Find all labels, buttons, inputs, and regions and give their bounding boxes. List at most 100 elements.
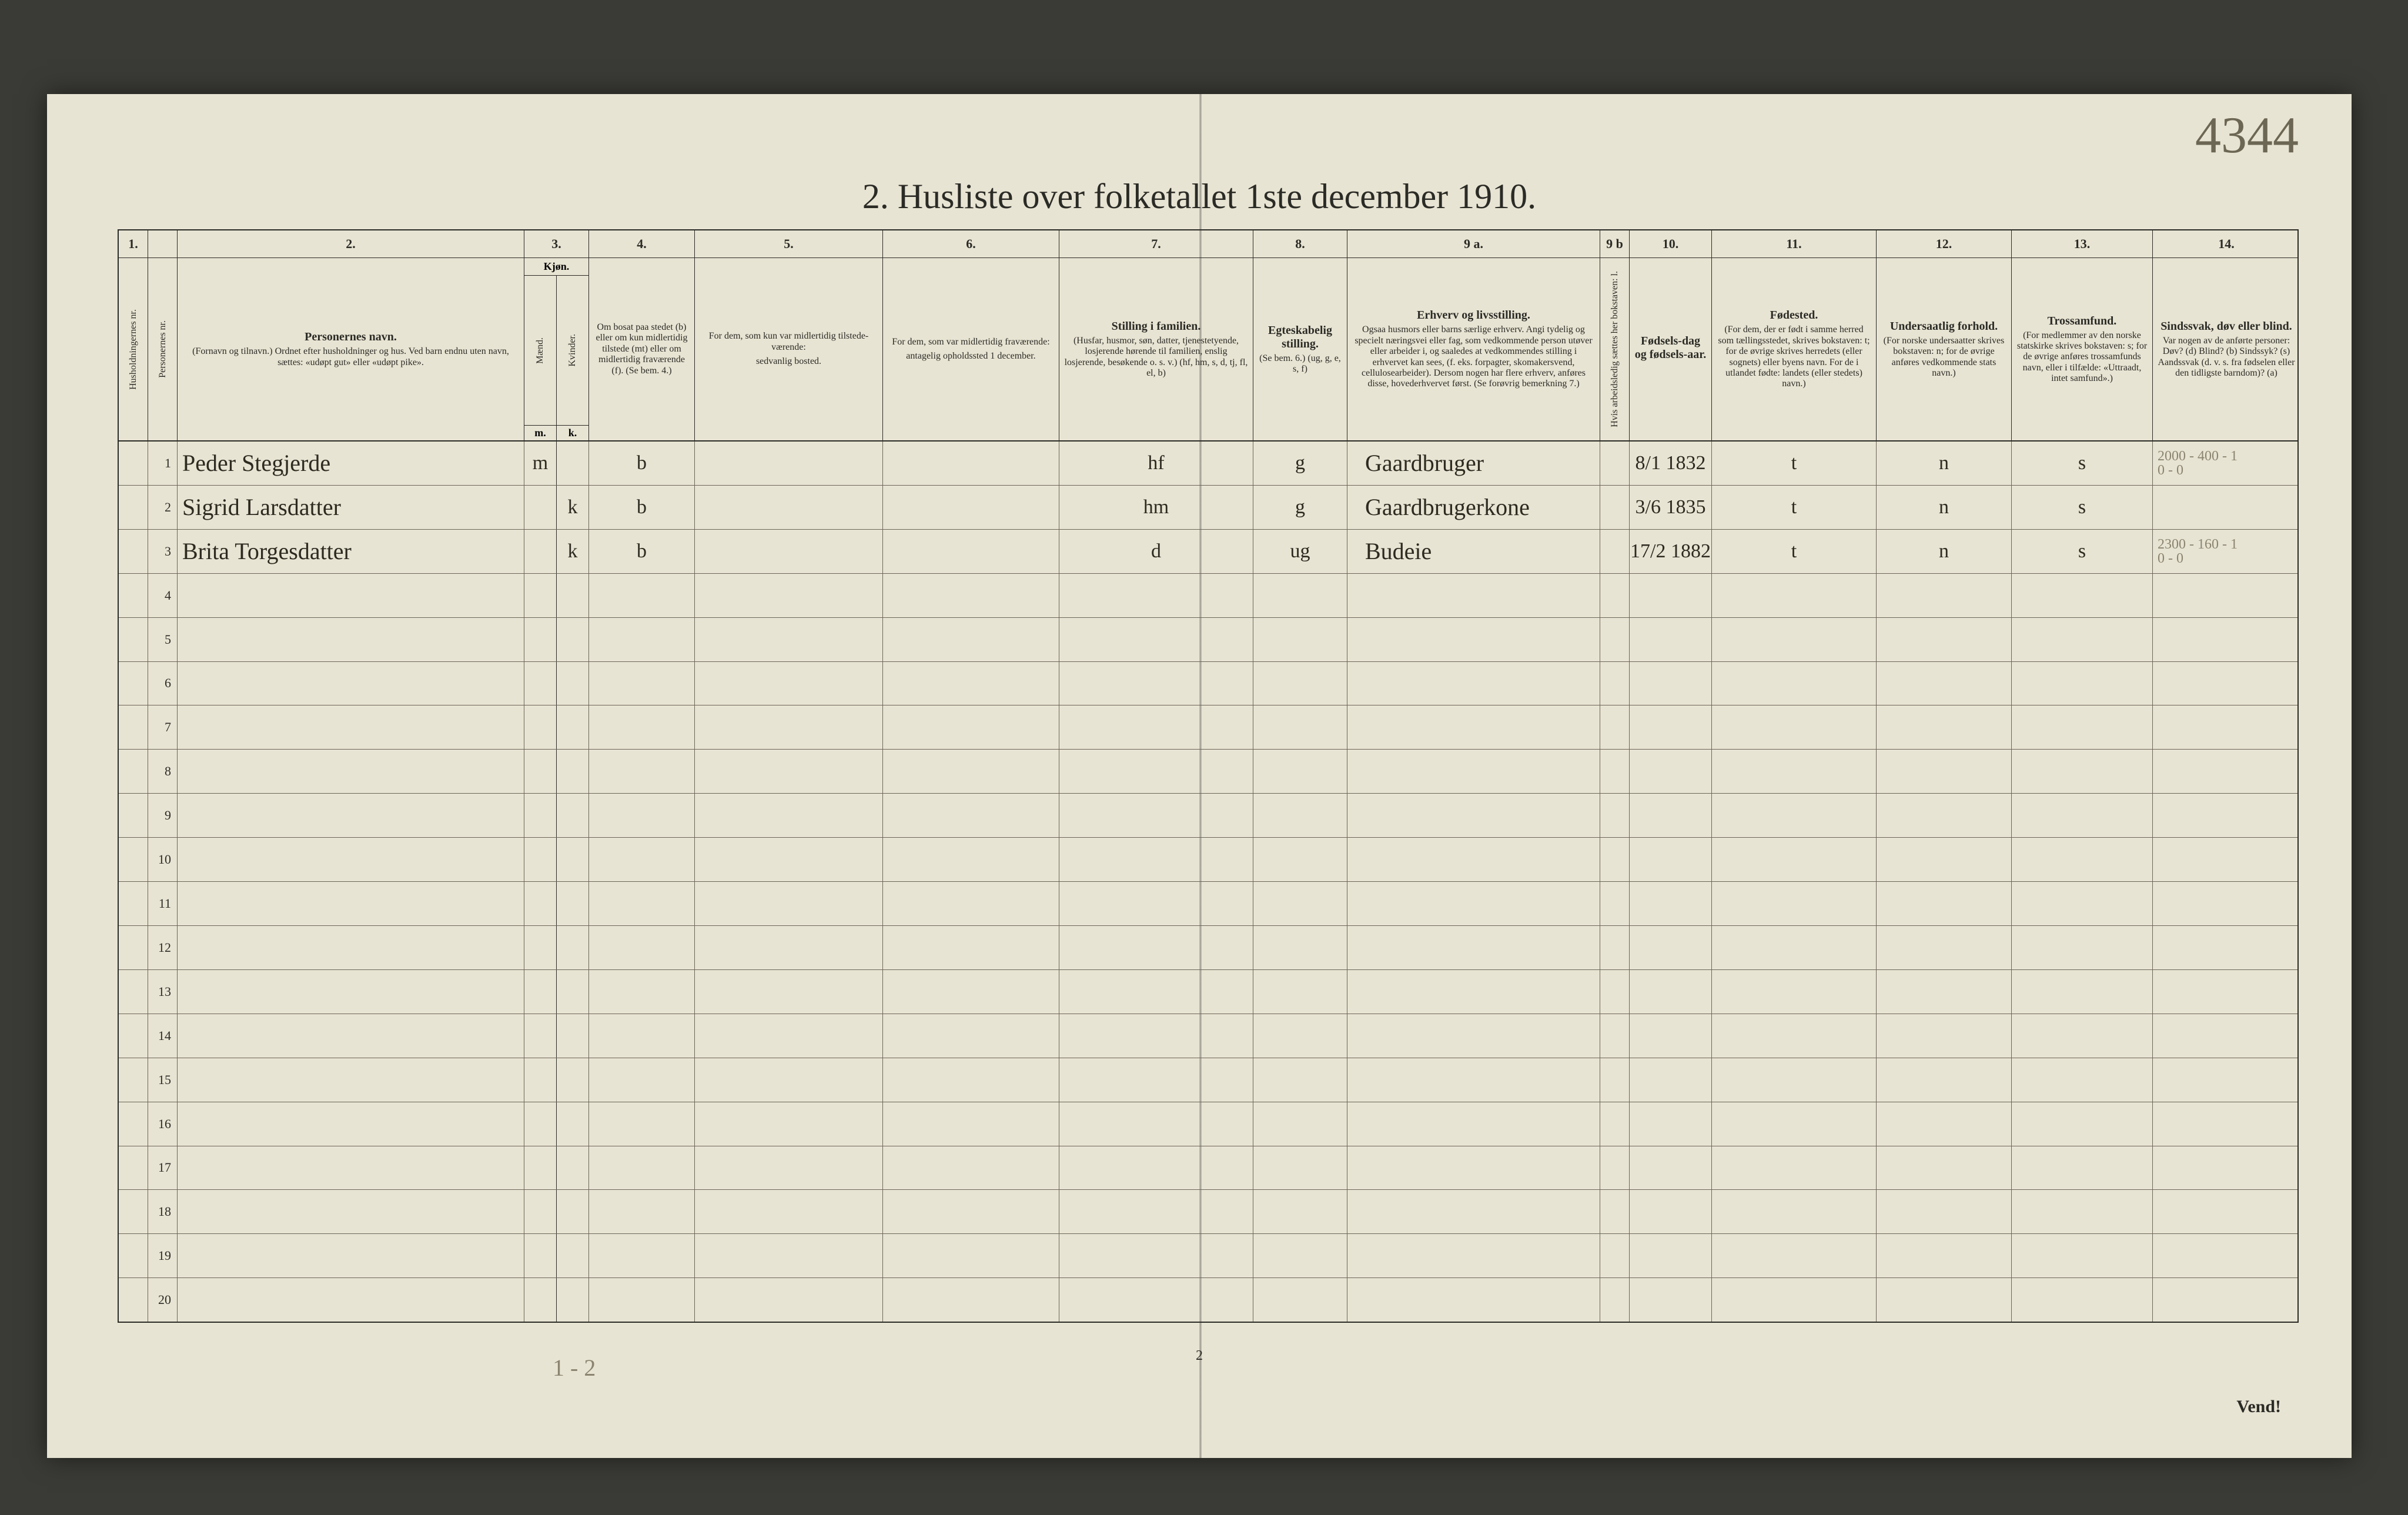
handwritten-value: g — [1295, 496, 1305, 519]
table-cell — [2153, 882, 2300, 925]
column-number: 9 b — [1600, 230, 1630, 257]
census-form-paper: 4344 2. Husliste over folketallet 1ste d… — [47, 94, 2352, 1458]
table-cell — [695, 618, 883, 661]
table-cell — [2153, 705, 2300, 749]
table-cell — [1059, 926, 1253, 969]
table-cell — [2012, 1102, 2153, 1146]
table-cell — [1059, 1234, 1253, 1277]
table-cell — [1630, 1190, 1712, 1233]
table-row: 6 — [119, 662, 2297, 706]
header-subtext: (For dem, der er født i samme herred som… — [1717, 325, 1871, 389]
table-cell — [883, 1190, 1059, 1233]
table-cell — [1347, 705, 1600, 749]
table-cell — [178, 794, 524, 837]
table-cell — [1059, 838, 1253, 881]
table-cell — [119, 662, 148, 705]
table-cell — [1600, 530, 1630, 573]
table-cell — [1347, 1146, 1600, 1190]
table-cell: t — [1712, 486, 1877, 529]
column-number: 6. — [883, 230, 1059, 257]
table-cell — [524, 1058, 589, 1102]
table-cell — [695, 926, 883, 969]
table-cell — [883, 750, 1059, 793]
table-row: 12 — [119, 926, 2297, 970]
table-cell — [119, 705, 148, 749]
document-title: 2. Husliste over folketallet 1ste decemb… — [47, 176, 2352, 217]
table-cell — [119, 442, 148, 485]
table-cell — [524, 1190, 589, 1233]
column-number: 10. — [1630, 230, 1712, 257]
table-cell — [1877, 1146, 2012, 1190]
table-cell — [1347, 970, 1600, 1014]
table-cell — [589, 926, 695, 969]
table-row: 4 — [119, 574, 2297, 618]
table-cell: k — [524, 486, 589, 529]
table-cell — [119, 794, 148, 837]
handwritten-value: s — [2078, 540, 2086, 563]
table-cell — [1600, 662, 1630, 705]
table-cell: 10 — [148, 838, 178, 881]
table-cell — [178, 1102, 524, 1146]
table-cell — [1600, 838, 1630, 881]
handwritten-value: n — [1939, 452, 1949, 474]
column-number: 1. — [119, 230, 148, 257]
table-cell — [178, 662, 524, 705]
table-cell — [1630, 970, 1712, 1014]
table-cell — [1712, 1190, 1877, 1233]
table-cell — [1630, 662, 1712, 705]
table-cell: 17 — [148, 1146, 178, 1190]
table-cell — [1630, 1278, 1712, 1322]
handwritten-value: 8/1 1832 — [1636, 452, 1706, 474]
table-cell — [1600, 705, 1630, 749]
column-number-row: 1.2.3.4.5.6.7.8.9 a.9 b10.11.12.13.14. — [119, 230, 2297, 258]
table-cell — [1630, 1014, 1712, 1058]
table-cell — [695, 838, 883, 881]
table-cell — [1253, 705, 1347, 749]
handwritten-value: t — [1791, 540, 1797, 563]
table-cell: k — [524, 530, 589, 573]
table-cell: n — [1877, 530, 2012, 573]
table-cell: 15 — [148, 1058, 178, 1102]
top-right-annotation: 4344 — [2195, 106, 2299, 165]
table-cell — [883, 662, 1059, 705]
table-cell: 5 — [148, 618, 178, 661]
table-cell — [2153, 794, 2300, 837]
table-cell: 17/2 1882 — [1630, 530, 1712, 573]
table-cell — [524, 1014, 589, 1058]
table-cell — [1059, 1014, 1253, 1058]
table-cell — [2153, 1014, 2300, 1058]
table-cell — [883, 970, 1059, 1014]
table-cell — [1059, 750, 1253, 793]
table-cell — [119, 838, 148, 881]
table-cell — [2153, 1146, 2300, 1190]
table-cell — [695, 574, 883, 617]
table-cell — [524, 882, 589, 925]
table-cell: Brita Torgesdatter — [178, 530, 524, 573]
table-cell — [1253, 1278, 1347, 1322]
column-header: Kjøn.Mænd.Kvinder.m.k. — [524, 258, 589, 440]
table-cell — [178, 1014, 524, 1058]
table-cell — [2012, 750, 2153, 793]
handwritten-value: Gaardbrugerkone — [1365, 493, 1530, 521]
handwritten-value: 17/2 1882 — [1630, 540, 1711, 563]
column-number: 14. — [2153, 230, 2300, 257]
table-cell — [883, 882, 1059, 925]
table-cell — [178, 705, 524, 749]
table-cell — [695, 1058, 883, 1102]
table-cell — [524, 750, 589, 793]
table-cell — [119, 1190, 148, 1233]
pencil-annotation: 2300 - 160 - 1 0 - 0 — [2158, 537, 2238, 566]
table-cell — [1877, 1102, 2012, 1146]
table-cell — [1630, 705, 1712, 749]
table-cell: 1 — [148, 442, 178, 485]
column-header: Personernes nr. — [148, 258, 178, 440]
table-cell — [2012, 705, 2153, 749]
table-cell — [883, 530, 1059, 573]
header-title: Fødested. — [1770, 309, 1818, 322]
table-cell — [524, 970, 589, 1014]
table-cell — [589, 794, 695, 837]
table-cell — [1877, 705, 2012, 749]
table-cell — [1877, 618, 2012, 661]
table-body: 1Peder StegjerdembhfgGaardbruger8/1 1832… — [119, 442, 2297, 1322]
table-cell — [1712, 618, 1877, 661]
